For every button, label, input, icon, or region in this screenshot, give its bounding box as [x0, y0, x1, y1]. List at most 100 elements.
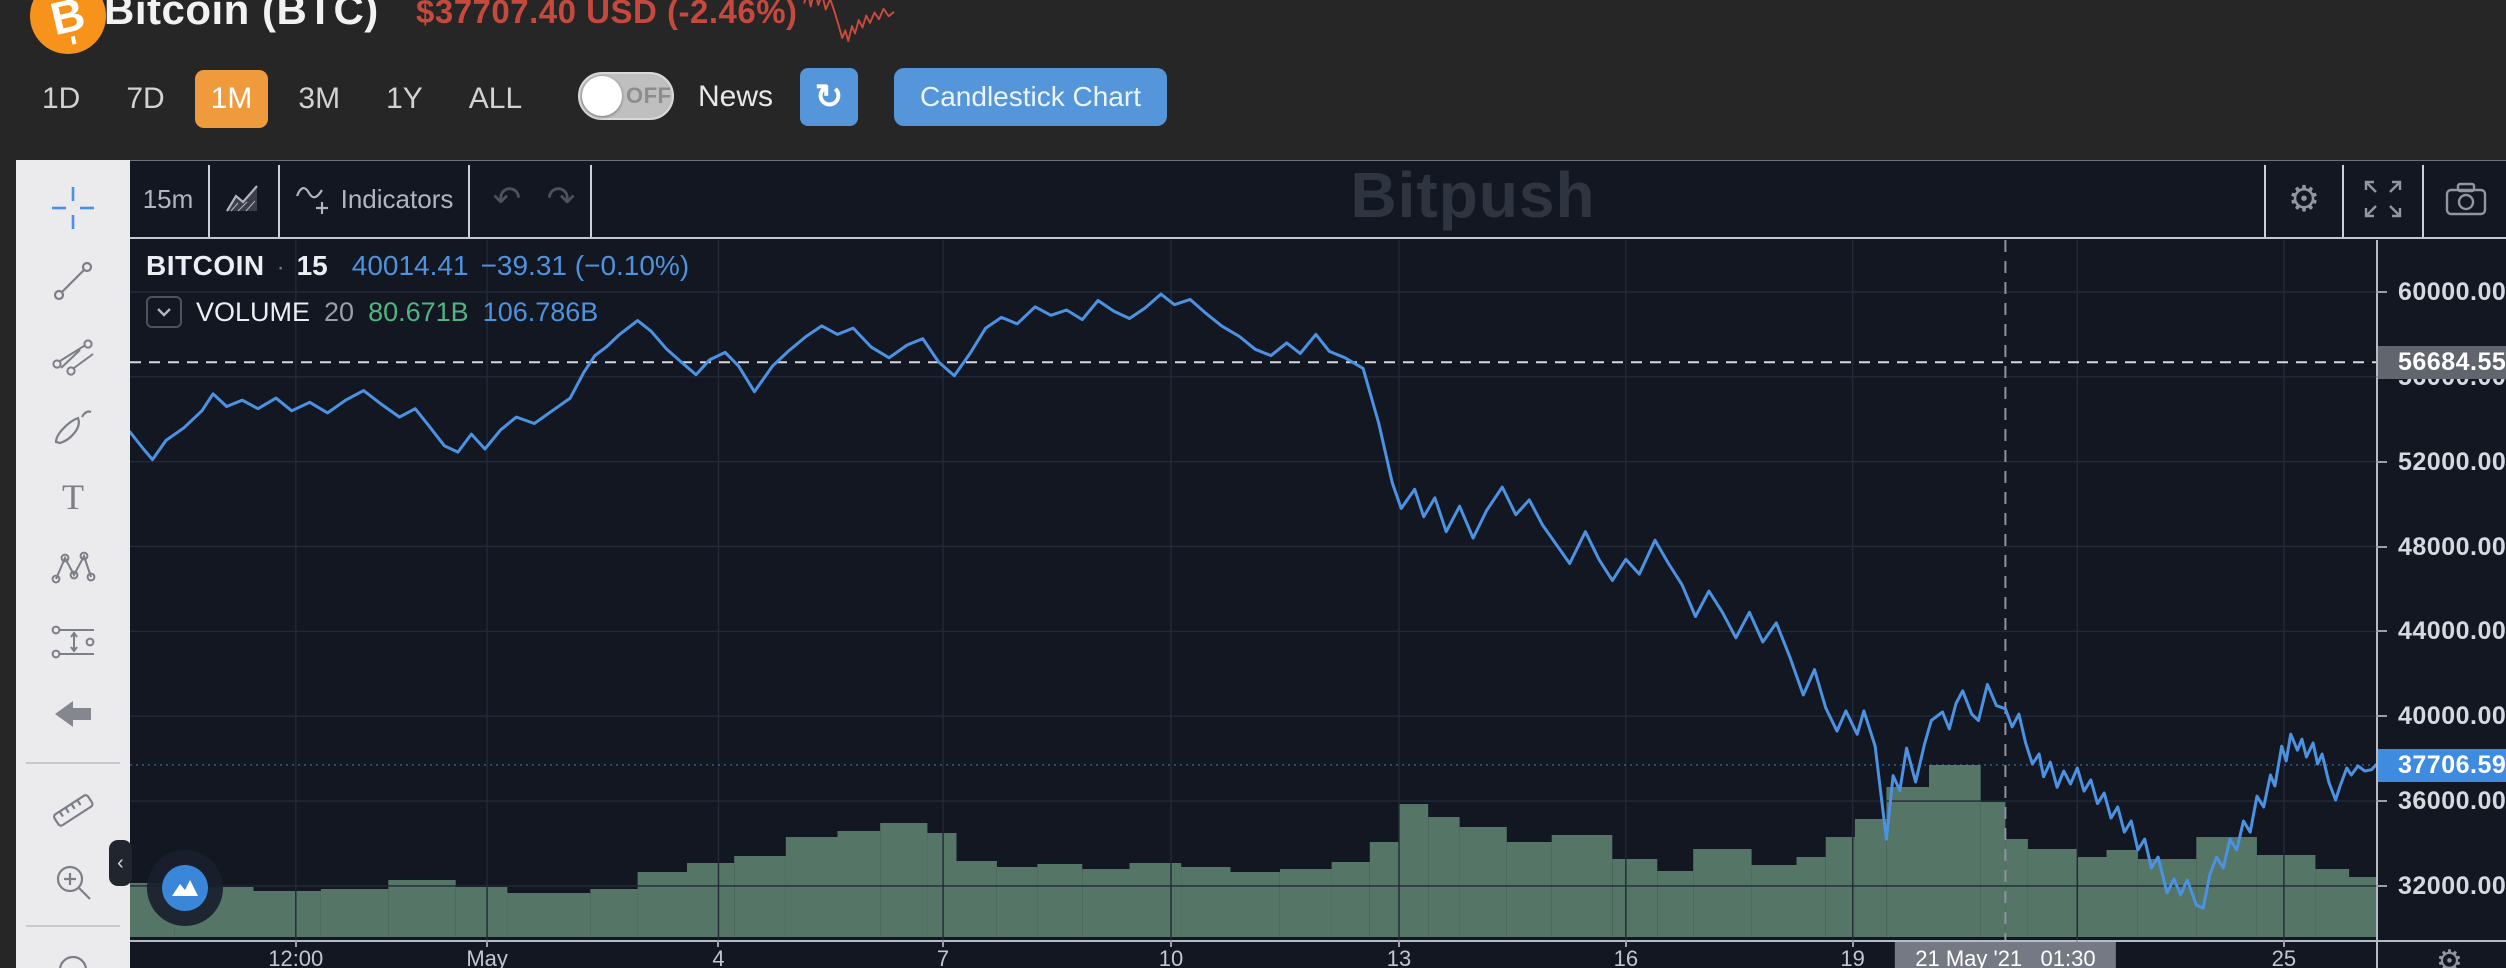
chart-top-border [130, 160, 2506, 161]
chart-logo-badge[interactable] [147, 850, 223, 926]
separator [590, 165, 592, 237]
refresh-button[interactable]: ↻ [800, 68, 858, 126]
drawing-toolbar: T [16, 160, 130, 968]
projection-icon [51, 625, 95, 659]
time-axis-tick [942, 940, 945, 947]
crosshair-tool[interactable] [16, 180, 130, 236]
price-level-badge: 56684.55 [2378, 346, 2506, 380]
toggle-label: OFF [626, 83, 672, 108]
separator [2264, 165, 2266, 237]
price-axis-label: 44000.00 [2398, 617, 2506, 646]
screenshot-button[interactable] [2426, 161, 2506, 237]
crosshair-icon [52, 187, 94, 229]
price-sparkline-icon [803, 0, 895, 42]
time-axis-tick [1624, 940, 1627, 947]
arrow-marker-tool[interactable] [16, 686, 130, 742]
last-price-badge: 37706.59 [2378, 748, 2506, 782]
time-axis-tick [2282, 940, 2285, 947]
time-axis-tick [1170, 940, 1173, 947]
pitchfork-tool[interactable] [16, 328, 130, 384]
time-axis-label: 4 [712, 946, 725, 968]
volume-collapse-button[interactable] [146, 296, 182, 328]
indicators-button[interactable]: Indicators [282, 161, 466, 237]
time-axis-label: 25 [2271, 946, 2297, 968]
crosshair-time-badge: 21 May '21 01:30 [1895, 942, 2116, 968]
symbol-legend-row[interactable]: BITCOIN · 15 40014.41 −39.31 (−0.10%) [146, 250, 689, 282]
undo-button[interactable]: ↶ [480, 161, 534, 237]
trend-line-tool[interactable] [16, 253, 130, 309]
chevron-left-icon: ‹ [117, 851, 124, 874]
volume-value: 80.671B [368, 296, 469, 327]
range-button-1d[interactable]: 1D [26, 70, 96, 128]
price-axis-label: 48000.00 [2398, 532, 2506, 561]
time-axis-tick [1851, 940, 1854, 947]
volume-ma-value: 106.786B [482, 296, 599, 327]
price-chart-canvas[interactable] [130, 240, 2376, 940]
chevron-down-icon [157, 308, 171, 317]
range-button-3m[interactable]: 3M [282, 70, 356, 128]
chart-legend: BITCOIN · 15 40014.41 −39.31 (−0.10%) VO… [146, 250, 689, 328]
indicators-icon [295, 187, 328, 214]
bitcoin-logo-icon: B [30, 0, 106, 54]
time-axis-label: 16 [1613, 946, 1639, 968]
time-axis-border [130, 940, 2506, 942]
magnet-tool[interactable] [16, 942, 130, 968]
area-chart-icon [226, 185, 258, 212]
toolbar-divider [26, 762, 120, 764]
range-button-1m[interactable]: 1M [194, 70, 269, 128]
projection-tool[interactable] [16, 614, 130, 670]
volume-ma-length: 20 [324, 296, 355, 327]
refresh-icon: ↻ [814, 78, 844, 116]
measure-tool[interactable] [16, 782, 130, 838]
chart-toolbar: 15m Indicators ↶ ↷ [130, 161, 2506, 239]
separator [208, 165, 210, 237]
price-axis-tick [2376, 800, 2387, 803]
redo-icon: ↷ [546, 180, 576, 218]
volume-legend-row: VOLUME 20 80.671B 106.786B [146, 296, 689, 328]
range-button-all[interactable]: ALL [453, 70, 538, 128]
fullscreen-button[interactable] [2346, 161, 2420, 237]
page-title: Bitcoin (BTC) [104, 0, 379, 33]
last-value: 40014.41 [351, 250, 469, 281]
time-axis-tick [294, 940, 297, 947]
news-toggle[interactable]: OFF [578, 72, 674, 120]
price-axis-label: 52000.00 [2398, 447, 2506, 476]
price-axis-border [2376, 240, 2378, 968]
price-axis-label: 32000.00 [2398, 871, 2506, 900]
chart-style-button[interactable] [212, 161, 276, 237]
price-axis-label: 60000.00 [2398, 277, 2506, 306]
settings-button[interactable]: ⚙ [2268, 161, 2340, 237]
interval-button[interactable]: 15m [130, 161, 206, 237]
time-axis-label: 7 [936, 946, 950, 968]
candlestick-chart-button[interactable]: Candlestick Chart [894, 68, 1167, 126]
time-axis-label: 19 [1840, 946, 1865, 968]
time-axis-label: 10 [1158, 946, 1184, 968]
time-axis-tick [717, 940, 720, 947]
pitchfork-icon [52, 339, 94, 376]
separator [2422, 165, 2424, 237]
toolbar-collapse-handle[interactable]: ‹ [109, 840, 132, 886]
header-price: $37707.40 USD (-2.46%) [416, 0, 798, 30]
separator [2342, 165, 2344, 237]
range-button-1y[interactable]: 1Y [370, 70, 439, 128]
mountain-logo-icon [172, 880, 198, 896]
symbol-name: BITCOIN [146, 250, 265, 281]
zoom-in-icon [56, 865, 91, 900]
svg-text:T: T [62, 477, 84, 517]
text-tool[interactable]: T [16, 469, 130, 525]
separator [278, 165, 280, 237]
price-axis-label: 36000.00 [2398, 787, 2506, 816]
change-value: −39.31 (−0.10%) [480, 250, 690, 281]
price-axis-tick [2376, 290, 2387, 293]
separator [468, 165, 470, 237]
redo-button[interactable]: ↷ [534, 161, 588, 237]
zoom-in-tool[interactable] [16, 854, 130, 910]
brush-tool[interactable] [16, 400, 130, 456]
range-button-7d[interactable]: 7D [110, 70, 180, 128]
time-axis-tick [486, 940, 489, 947]
trend-line-icon [53, 261, 93, 301]
price-axis-tick [2376, 630, 2387, 633]
axis-settings-gear-icon[interactable]: ⚙ [2436, 945, 2463, 968]
xabcd-pattern-tool[interactable] [16, 541, 130, 597]
